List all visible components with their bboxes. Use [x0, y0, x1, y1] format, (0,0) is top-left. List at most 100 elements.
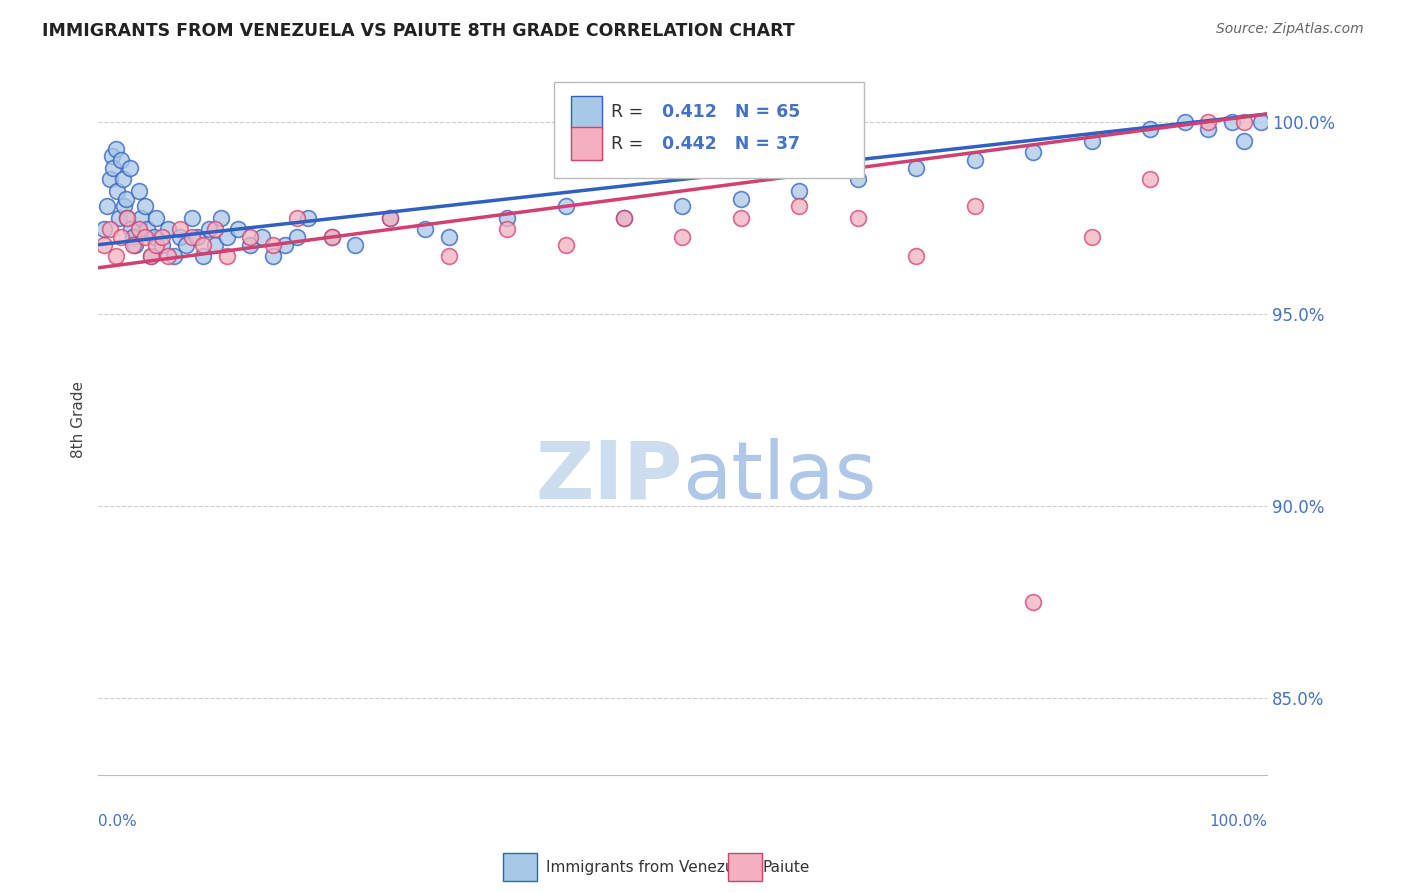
Point [174, 237, 197, 252]
Y-axis label: 8th Grade: 8th Grade [72, 381, 86, 458]
Point [118, 161, 141, 175]
FancyBboxPatch shape [554, 82, 863, 178]
Point [169, 222, 191, 236]
Point [613, 211, 636, 225]
Text: Paiute: Paiute [762, 860, 810, 874]
Point [1022, 145, 1045, 160]
Point [204, 237, 226, 252]
Point [789, 199, 811, 213]
Point [415, 222, 437, 236]
Point [344, 237, 367, 252]
Point [262, 249, 284, 263]
Point [136, 222, 159, 236]
Point [117, 211, 139, 225]
Text: ZIP: ZIP [536, 437, 682, 516]
Point [1220, 114, 1243, 128]
Point [321, 230, 343, 244]
Point [671, 199, 693, 213]
Point [554, 199, 576, 213]
Point [1232, 114, 1254, 128]
Point [963, 153, 986, 168]
Point [1139, 172, 1161, 186]
Text: IMMIGRANTS FROM VENEZUELA VS PAIUTE 8TH GRADE CORRELATION CHART: IMMIGRANTS FROM VENEZUELA VS PAIUTE 8TH … [42, 22, 794, 40]
Point [321, 230, 343, 244]
Point [285, 230, 308, 244]
Point [143, 230, 166, 244]
Point [128, 222, 150, 236]
Point [613, 211, 636, 225]
Point [496, 222, 519, 236]
Point [1080, 230, 1102, 244]
Point [101, 149, 124, 163]
Text: 0.0%: 0.0% [98, 814, 136, 830]
Point [215, 249, 238, 263]
Point [437, 230, 460, 244]
Point [120, 222, 142, 236]
Point [112, 199, 135, 213]
Point [111, 172, 134, 186]
Point [186, 230, 208, 244]
Point [169, 230, 191, 244]
Point [157, 222, 180, 236]
Point [239, 237, 262, 252]
Point [108, 211, 131, 225]
Point [496, 211, 519, 225]
Point [193, 237, 215, 252]
Point [730, 211, 752, 225]
Text: Immigrants from Venezuela: Immigrants from Venezuela [546, 860, 758, 874]
Point [215, 230, 238, 244]
Point [204, 222, 226, 236]
Point [730, 192, 752, 206]
FancyBboxPatch shape [571, 128, 602, 160]
Point [98, 172, 121, 186]
Point [128, 184, 150, 198]
Point [285, 211, 308, 225]
Point [157, 249, 180, 263]
Text: 0.412   N = 65: 0.412 N = 65 [655, 103, 800, 121]
Text: R =: R = [612, 135, 650, 153]
Point [122, 237, 145, 252]
Point [96, 199, 118, 213]
Point [139, 249, 162, 263]
Point [437, 249, 460, 263]
Point [110, 153, 132, 168]
Point [963, 199, 986, 213]
Point [115, 192, 138, 206]
Point [274, 237, 297, 252]
Point [1080, 134, 1102, 148]
Point [1197, 122, 1219, 136]
Point [905, 161, 928, 175]
Point [180, 211, 202, 225]
Point [139, 249, 162, 263]
Text: atlas: atlas [682, 437, 877, 516]
Point [93, 222, 115, 236]
Point [262, 237, 284, 252]
Point [380, 211, 402, 225]
Point [554, 237, 576, 252]
Point [1232, 134, 1254, 148]
Point [145, 237, 167, 252]
Text: Source: ZipAtlas.com: Source: ZipAtlas.com [1216, 22, 1364, 37]
Point [250, 230, 273, 244]
Point [124, 237, 146, 252]
Point [671, 230, 693, 244]
Point [105, 184, 128, 198]
FancyBboxPatch shape [571, 96, 602, 128]
Point [129, 211, 152, 225]
Point [122, 230, 145, 244]
Point [789, 184, 811, 198]
Point [110, 230, 132, 244]
Point [1250, 114, 1272, 128]
Point [198, 222, 221, 236]
Point [297, 211, 319, 225]
Point [103, 161, 125, 175]
Point [145, 211, 167, 225]
Point [134, 230, 156, 244]
Point [104, 142, 127, 156]
Point [1197, 114, 1219, 128]
Point [150, 237, 173, 252]
Point [226, 222, 249, 236]
Point [180, 230, 202, 244]
Point [1139, 122, 1161, 136]
Text: 0.442   N = 37: 0.442 N = 37 [655, 135, 800, 153]
